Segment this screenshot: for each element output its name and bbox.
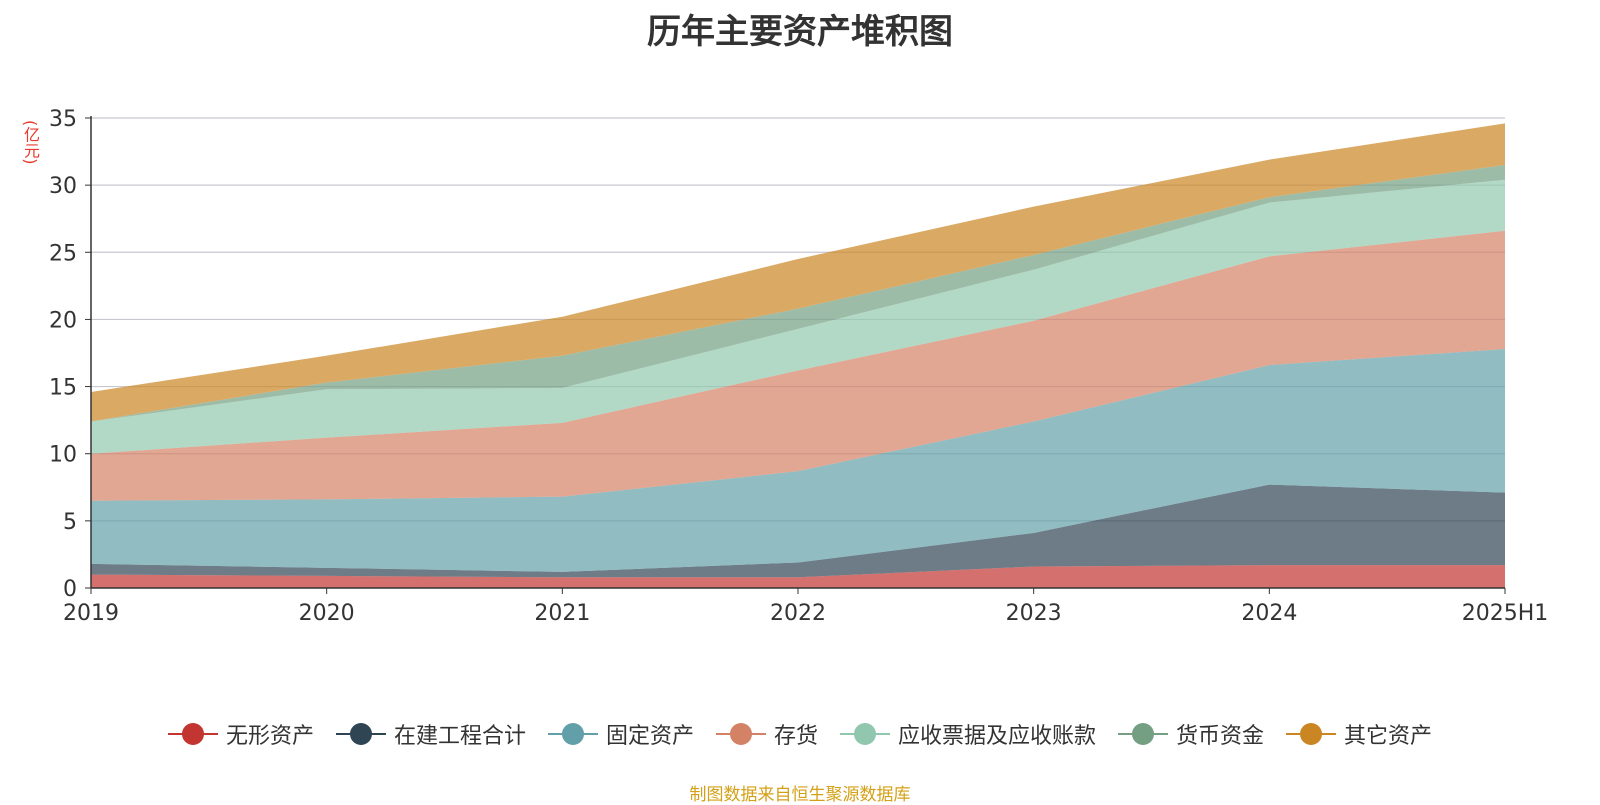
legend-label: 其它资产 — [1344, 724, 1433, 749]
legend-item[interactable]: 在建工程合计 — [335, 718, 526, 750]
legend-marker-icon — [167, 722, 218, 746]
x-tick-label: 2023 — [1006, 601, 1062, 626]
legend-marker-icon — [1286, 722, 1337, 746]
x-tick-label: 2022 — [770, 601, 826, 626]
legend: 无形资产 在建工程合计 固定资产 存货 应收票据及应收账款 货币资金 其它资产 — [0, 718, 1600, 750]
x-tick-label: 2024 — [1241, 601, 1297, 626]
legend-item[interactable]: 货币资金 — [1118, 718, 1264, 750]
x-tick-label: 2025H1 — [1462, 601, 1549, 626]
legend-label: 无形资产 — [225, 724, 314, 749]
area-series-4 — [91, 230, 1505, 501]
x-tick-label: 2019 — [63, 601, 119, 626]
area-series-2 — [91, 484, 1505, 578]
y-tick-label: 5 — [63, 510, 77, 535]
y-tick-label: 10 — [49, 443, 77, 468]
legend-item[interactable]: 其它资产 — [1286, 718, 1432, 750]
x-tick-label: 2020 — [299, 601, 355, 626]
legend-item[interactable]: 存货 — [715, 718, 818, 750]
area-series-6 — [91, 165, 1505, 422]
legend-marker-icon — [715, 722, 766, 746]
legend-label: 存货 — [773, 724, 818, 749]
legend-label: 货币资金 — [1176, 724, 1265, 749]
y-tick-label: 20 — [49, 308, 77, 333]
y-tick-label: 35 — [49, 107, 77, 132]
chart-title: 历年主要资产堆积图 — [647, 12, 953, 52]
legend-marker-icon — [840, 722, 890, 746]
axes: 0 5 10 15 20 25 30 35 2019 2020 2021 2022 2023 2024 20… — [49, 107, 1548, 626]
area-series-7 — [91, 123, 1505, 422]
y-axis-unit-label: (亿元) — [21, 120, 40, 165]
legend-marker-icon — [335, 722, 386, 746]
legend-item[interactable]: 无形资产 — [167, 718, 314, 750]
y-tick-label: 30 — [49, 174, 77, 199]
area-series-3 — [91, 348, 1505, 572]
y-tick-label: 25 — [49, 241, 77, 266]
y-tick-label: 0 — [63, 577, 77, 602]
legend-item[interactable]: 应收票据及应收账款 — [840, 718, 1096, 750]
legend-marker-icon — [1118, 722, 1169, 746]
legend-label: 应收票据及应收账款 — [898, 724, 1097, 749]
area-series — [91, 123, 1505, 588]
x-tick-label: 2021 — [534, 601, 590, 626]
area-series-5 — [91, 179, 1505, 454]
legend-marker-icon — [547, 722, 598, 746]
legend-item[interactable]: 固定资产 — [547, 718, 694, 750]
source-note: 制图数据来自恒生聚源数据库 — [689, 785, 911, 805]
legend-label: 在建工程合计 — [393, 724, 526, 749]
legend-label: 固定资产 — [605, 724, 694, 749]
area-series-1 — [91, 565, 1505, 588]
y-tick-label: 15 — [49, 376, 77, 401]
